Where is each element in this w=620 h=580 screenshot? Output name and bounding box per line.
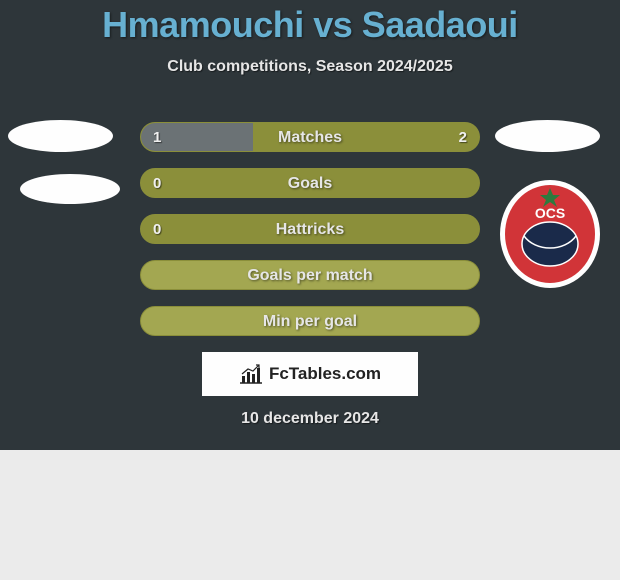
stat-bar: Min per goal: [140, 306, 480, 336]
bar-label: Goals: [141, 169, 479, 198]
brand-card: FcTables.com: [202, 352, 418, 396]
chart-icon: [239, 364, 263, 384]
stat-bar: Goals per match: [140, 260, 480, 290]
bar-label: Matches: [141, 123, 479, 152]
stat-bar: Goals0: [140, 168, 480, 198]
placeholder-ellipse: [20, 174, 120, 204]
bar-label: Min per goal: [141, 307, 479, 336]
club-badge: OCS: [500, 180, 600, 288]
placeholder-ellipse: [8, 120, 113, 152]
bar-value-left: 0: [153, 215, 161, 244]
bar-label: Hattricks: [141, 215, 479, 244]
brand-text: FcTables.com: [269, 364, 381, 384]
bar-value-right: 2: [459, 123, 467, 152]
date-text: 10 december 2024: [0, 410, 620, 428]
page-title: Hmamouchi vs Saadaoui: [0, 4, 620, 46]
right-player-placeholder: [495, 120, 600, 152]
stat-bar: Matches1 2: [140, 122, 480, 152]
subtitle: Club competitions, Season 2024/2025: [0, 58, 620, 76]
svg-text:OCS: OCS: [535, 205, 565, 221]
left-player-placeholder: [8, 120, 120, 204]
comparison-panel: Hmamouchi vs Saadaoui Club competitions,…: [0, 0, 620, 450]
bar-value-left: 0: [153, 169, 161, 198]
bar-value-left: 1: [153, 123, 161, 152]
bar-label: Goals per match: [141, 261, 479, 290]
stat-bars: Matches12Goals0Hattricks0Goals per match…: [140, 122, 480, 352]
stat-bar: Hattricks0: [140, 214, 480, 244]
